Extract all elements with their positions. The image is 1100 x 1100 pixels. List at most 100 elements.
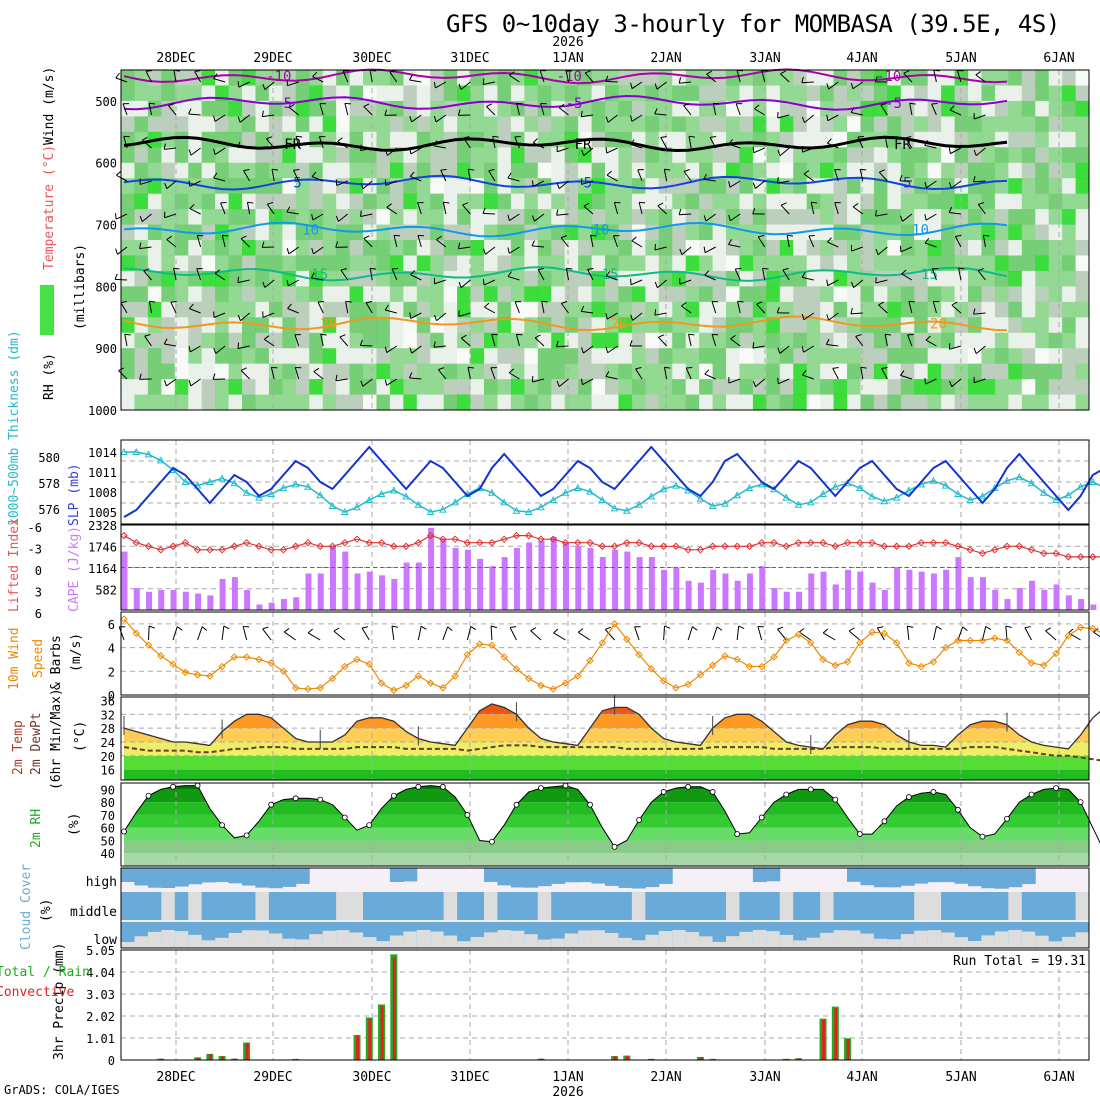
rh-cell — [443, 178, 458, 195]
rh-cell — [672, 240, 687, 256]
rh-cell — [174, 348, 189, 365]
cloud-high-block — [860, 868, 875, 886]
wind-barb — [141, 213, 152, 223]
rh-cell — [295, 240, 310, 256]
rh-cell — [645, 317, 660, 334]
surface-wind-barb-feather — [391, 625, 398, 628]
rh-cell — [282, 224, 297, 241]
wind-barb — [683, 171, 692, 182]
wind-speed-marker — [242, 653, 251, 661]
rh-cell — [645, 209, 660, 226]
wind-barb — [712, 103, 717, 116]
rh-cell — [295, 317, 310, 334]
wind-barb — [433, 345, 446, 348]
rh-cell — [174, 332, 189, 349]
cape-bar — [869, 582, 876, 610]
rh-cell — [1035, 193, 1050, 210]
wind-barb-feather — [583, 202, 590, 207]
rh-cell — [188, 162, 203, 179]
wind-barb — [270, 367, 275, 380]
wind-barb — [780, 73, 790, 83]
wind-barb-feather — [384, 346, 388, 353]
rh-band-0 — [124, 853, 1089, 866]
wind-barb-feather — [433, 341, 436, 348]
li-marker — [316, 542, 324, 550]
rh-cell — [739, 363, 754, 380]
rh-cell — [726, 209, 740, 226]
rh-cell — [470, 147, 485, 164]
precip-conv-bar — [196, 1057, 200, 1060]
wind-speed-marker — [929, 658, 938, 666]
rh-cell — [860, 70, 875, 86]
rh-cell — [887, 116, 902, 133]
li-marker — [414, 539, 423, 547]
rh-cell — [309, 394, 324, 411]
rh-cell — [779, 394, 794, 411]
rh-cell — [1075, 255, 1090, 272]
rh-cell — [712, 363, 727, 380]
wind-barb-feather — [713, 102, 720, 105]
rh-cell — [524, 240, 539, 256]
rh-cell — [564, 348, 579, 365]
rh-cell — [887, 209, 902, 226]
wind-barb — [584, 72, 594, 83]
rh-cell — [282, 317, 297, 334]
rh-cell — [672, 301, 687, 318]
wind-barb — [683, 105, 692, 116]
rh-cell — [591, 286, 606, 303]
rh-cell — [645, 379, 660, 396]
wind-barb-feather — [409, 147, 412, 154]
wind-barb — [215, 345, 226, 354]
wind-barb — [630, 144, 643, 149]
rh-cell — [699, 363, 714, 380]
cape-bar — [894, 568, 901, 610]
rh-cell — [927, 332, 942, 349]
rh-cell — [470, 255, 485, 272]
rh-cell — [510, 162, 525, 179]
rh-cell — [685, 224, 700, 241]
wind-barb — [737, 301, 741, 314]
rh-cell — [282, 70, 297, 86]
wind-barb-feather — [115, 72, 120, 79]
rh-cell — [403, 131, 418, 148]
rh-cell — [1062, 178, 1077, 195]
li-marker — [402, 542, 410, 550]
rh-cell — [833, 178, 848, 195]
cape-bar — [771, 588, 778, 610]
rh-cell — [994, 209, 1009, 226]
wind-barb-feather — [900, 215, 903, 222]
surface-wind-barb — [490, 625, 493, 641]
rh-cell — [1062, 286, 1077, 303]
surface-wind-barb-feather — [692, 626, 698, 631]
rh-cell — [134, 162, 149, 179]
rh-cell — [309, 224, 324, 241]
rh-cell — [551, 363, 566, 380]
rh-cell — [847, 379, 861, 396]
thickness-marker — [1027, 479, 1036, 487]
rh-cell — [457, 147, 472, 164]
rh-cell — [228, 193, 243, 210]
rh-cell — [564, 270, 579, 287]
rh-cell — [954, 131, 969, 148]
rh-cell — [1021, 270, 1036, 287]
rh-cell — [793, 193, 808, 210]
rh-cell — [215, 209, 230, 226]
rh-cell — [147, 178, 162, 195]
rh-cell — [954, 379, 969, 396]
rh-cell — [873, 363, 888, 380]
rh-cell — [941, 85, 956, 102]
rh-marker — [268, 801, 275, 808]
rh-cell — [470, 348, 485, 365]
cape-bar — [366, 571, 373, 610]
thickness-marker — [524, 507, 533, 515]
cloud-middle-block — [658, 892, 673, 920]
surface-wind-barb — [634, 626, 640, 641]
rh-cell — [605, 178, 619, 195]
rh-cell — [779, 162, 794, 179]
cloud-high-block — [752, 868, 767, 883]
temp-units-axis-label-part: (°C) — [73, 721, 88, 752]
rh-cell — [833, 240, 848, 256]
rh-cell — [336, 209, 351, 226]
li-marker — [1027, 546, 1036, 554]
rh-cell — [914, 85, 929, 102]
